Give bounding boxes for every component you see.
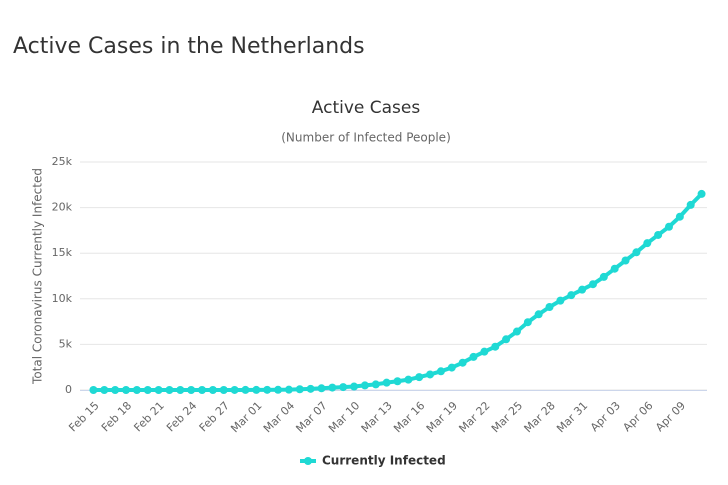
data-point bbox=[480, 347, 489, 356]
chart-title: Active Cases bbox=[312, 98, 421, 118]
data-point bbox=[165, 386, 174, 394]
x-tick-label: Apr 03 bbox=[588, 399, 623, 434]
data-point bbox=[545, 303, 554, 312]
data-point bbox=[208, 386, 217, 394]
y-tick-label: 20k bbox=[52, 201, 73, 214]
chart-subtitle: (Number of Infected People) bbox=[281, 131, 451, 145]
y-tick-label: 5k bbox=[59, 337, 73, 350]
data-point bbox=[306, 384, 315, 393]
x-tick-label: Mar 19 bbox=[424, 399, 460, 435]
data-point bbox=[523, 318, 532, 327]
data-point bbox=[263, 385, 272, 394]
data-point bbox=[143, 386, 152, 394]
data-point bbox=[578, 285, 587, 294]
y-tick-label: 0 bbox=[65, 383, 72, 396]
x-tick-label: Feb 21 bbox=[131, 399, 166, 434]
x-tick-label: Feb 27 bbox=[197, 399, 232, 434]
data-point bbox=[491, 342, 500, 351]
data-point bbox=[426, 370, 435, 379]
data-point bbox=[328, 383, 337, 392]
x-tick-label: Feb 18 bbox=[99, 399, 134, 434]
data-point bbox=[512, 327, 521, 336]
data-point bbox=[404, 375, 413, 384]
x-tick-label: Mar 22 bbox=[456, 399, 492, 435]
data-point bbox=[686, 200, 695, 209]
x-tick-label: Apr 09 bbox=[653, 399, 688, 434]
data-point bbox=[469, 352, 478, 361]
x-tick-label: Mar 01 bbox=[228, 399, 264, 435]
data-point bbox=[176, 386, 185, 394]
data-point bbox=[350, 382, 359, 391]
data-point bbox=[219, 385, 228, 394]
data-point bbox=[230, 385, 239, 394]
data-point bbox=[632, 248, 641, 257]
x-tick-label: Mar 10 bbox=[326, 399, 362, 435]
data-point bbox=[295, 385, 304, 394]
data-point bbox=[654, 230, 663, 239]
y-axis-label: Total Coronavirus Currently Infected bbox=[31, 168, 45, 385]
data-point bbox=[393, 377, 402, 386]
data-point bbox=[588, 280, 597, 289]
data-point bbox=[664, 222, 673, 231]
data-point bbox=[415, 373, 424, 382]
data-point bbox=[100, 386, 109, 394]
page-title: Active Cases in the Netherlands bbox=[13, 34, 365, 59]
x-tick-label: Apr 06 bbox=[620, 399, 655, 434]
x-tick-label: Mar 25 bbox=[489, 399, 525, 435]
x-tick-label: Mar 13 bbox=[359, 399, 395, 435]
data-point bbox=[534, 310, 543, 319]
legend-label[interactable]: Currently Infected bbox=[322, 454, 446, 468]
data-point bbox=[89, 386, 98, 394]
data-point bbox=[241, 385, 250, 394]
data-point bbox=[122, 386, 131, 394]
data-point bbox=[567, 291, 576, 300]
data-point bbox=[360, 381, 369, 390]
data-point bbox=[502, 335, 511, 344]
data-point bbox=[154, 386, 163, 394]
data-point bbox=[382, 378, 391, 387]
x-tick-label: Feb 15 bbox=[66, 399, 101, 434]
data-point bbox=[132, 386, 141, 394]
x-tick-label: Mar 16 bbox=[391, 399, 427, 435]
series-line bbox=[93, 192, 703, 392]
data-point bbox=[458, 358, 467, 367]
data-point bbox=[187, 386, 196, 394]
x-tick-label: Mar 07 bbox=[293, 399, 329, 435]
data-point bbox=[252, 385, 261, 394]
data-point bbox=[556, 296, 565, 305]
data-point bbox=[284, 385, 293, 394]
data-point bbox=[339, 383, 348, 392]
data-point bbox=[643, 239, 652, 248]
x-tick-label: Mar 04 bbox=[261, 399, 297, 435]
data-point bbox=[371, 380, 380, 389]
x-tick-label: Mar 31 bbox=[554, 399, 590, 435]
data-point bbox=[274, 385, 283, 394]
data-point bbox=[697, 189, 706, 198]
x-tick-label: Feb 24 bbox=[164, 399, 199, 434]
data-point bbox=[447, 363, 456, 372]
data-point bbox=[111, 386, 120, 394]
x-tick-label: Mar 28 bbox=[522, 399, 558, 435]
legend-symbol-marker bbox=[304, 457, 312, 465]
data-point bbox=[675, 212, 684, 221]
y-tick-label: 25k bbox=[52, 155, 73, 168]
y-tick-label: 10k bbox=[52, 292, 73, 305]
data-point bbox=[317, 384, 326, 393]
data-point bbox=[436, 367, 445, 376]
data-point bbox=[198, 386, 207, 394]
y-tick-label: 15k bbox=[52, 246, 73, 259]
data-point bbox=[599, 272, 608, 281]
data-point bbox=[621, 256, 630, 265]
data-point bbox=[610, 264, 619, 273]
